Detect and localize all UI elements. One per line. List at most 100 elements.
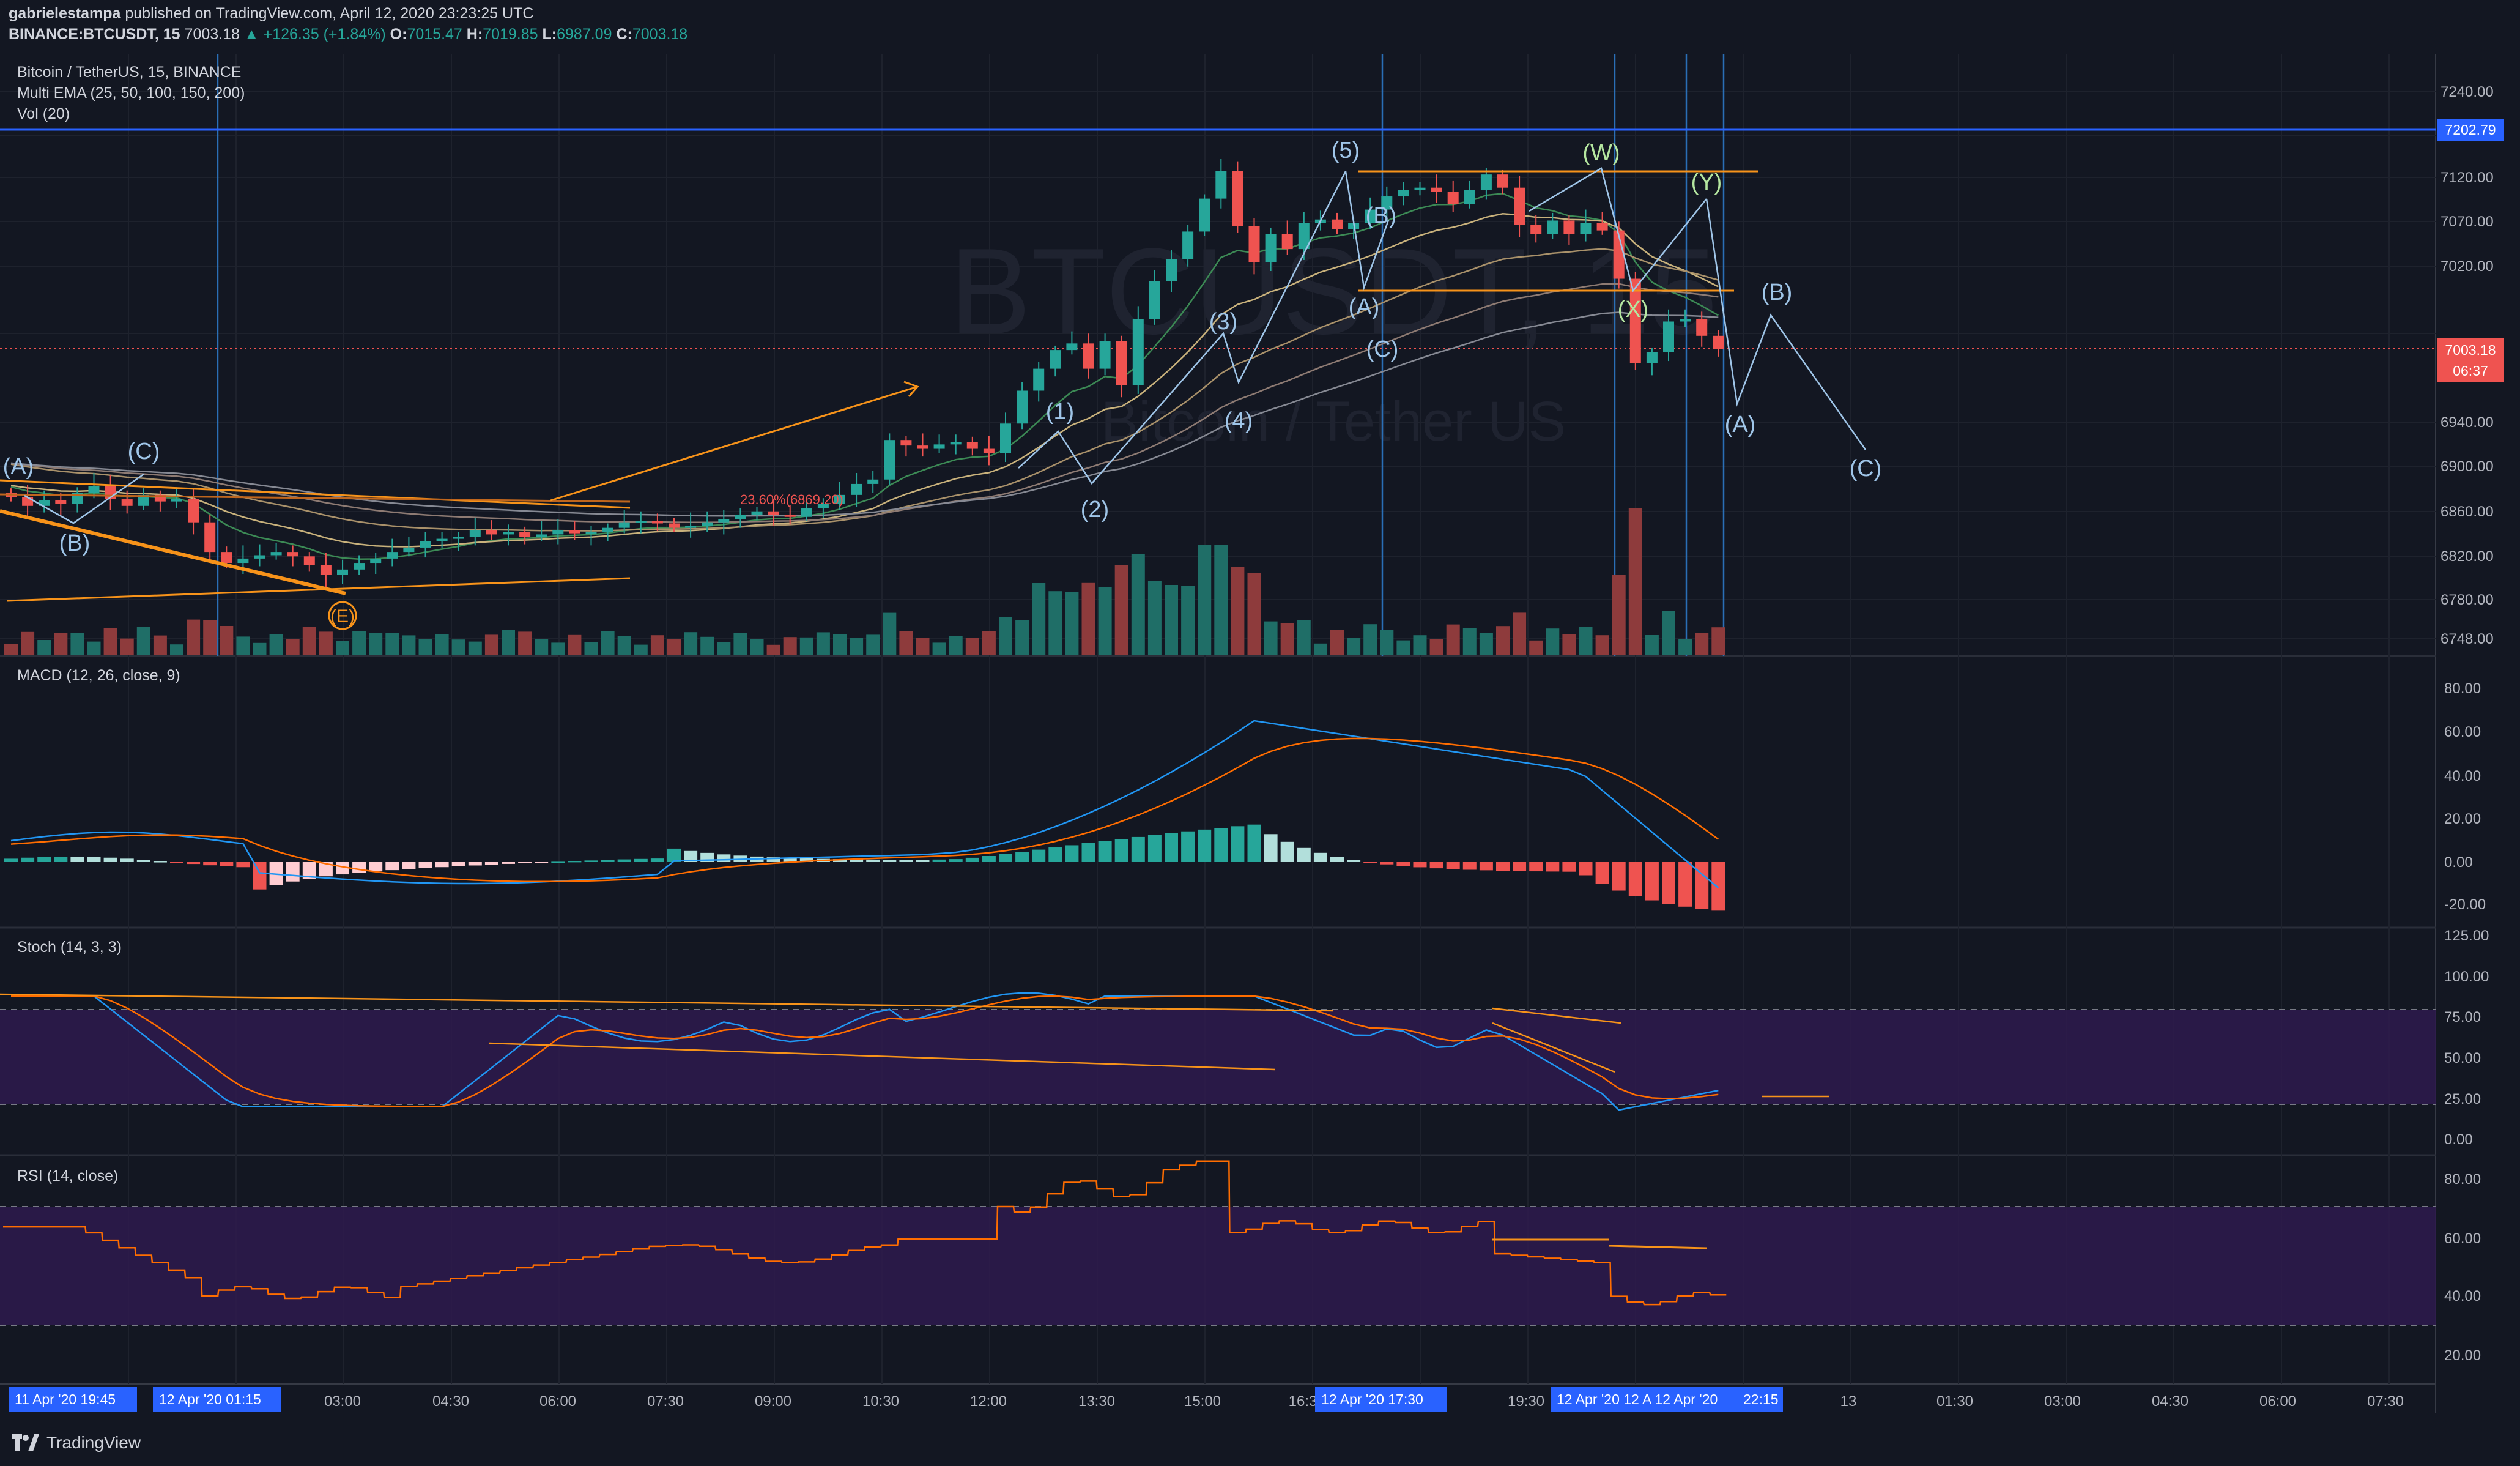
drawings[interactable] <box>0 170 1758 602</box>
macd-hist-bar <box>153 861 167 863</box>
trendline-mid[interactable] <box>0 493 631 503</box>
wave-label: (W) <box>1582 140 1620 166</box>
macd-hist-bar <box>1462 862 1477 870</box>
candle-body <box>320 565 332 575</box>
candle-body <box>171 499 182 502</box>
legend-stoch[interactable]: Stoch (14, 3, 3) <box>17 939 122 956</box>
symbol-label[interactable]: BINANCE:BTCUSDT, 15 <box>9 26 180 43</box>
trendline-lower[interactable] <box>7 577 631 602</box>
macd-hist-bar <box>170 862 183 863</box>
stoch-trend-3[interactable] <box>1492 1022 1615 1073</box>
macd-hist-bar <box>1214 828 1228 862</box>
wave-e-circle <box>328 601 357 630</box>
last-price-tag <box>2437 338 2504 382</box>
tradingview-logo[interactable]: TradingView <box>12 1432 141 1454</box>
candle-body <box>900 440 912 446</box>
macd-hist-bar <box>1165 833 1178 862</box>
wave-abc-mid[interactable] <box>1344 171 1390 291</box>
candle-body <box>503 532 514 535</box>
macd-hist-bar <box>1147 835 1162 862</box>
stoch-band <box>0 1010 2436 1104</box>
countdown-label: 06:37 <box>2453 363 2488 379</box>
author-name[interactable]: gabrielestampa <box>9 5 121 22</box>
volume-bar <box>717 642 731 655</box>
candle-body <box>1680 319 1691 322</box>
candle-body <box>1464 190 1475 204</box>
legend-rsi[interactable]: RSI (14, close) <box>17 1167 118 1185</box>
axis-tick-label: 6860.00 <box>2440 504 2494 520</box>
volume-bar <box>385 633 399 655</box>
macd-hist-bar <box>833 859 847 862</box>
wave-abc-left[interactable] <box>24 473 144 524</box>
chart-canvas[interactable]: BTCUSDT, 15 Bitcoin / Tether US 23.60%(6… <box>0 0 2520 1413</box>
fib-label[interactable]: 23.60%(6869.20) <box>740 492 843 507</box>
macd-hist-bar <box>634 858 648 862</box>
stoch-axis[interactable]: 125.00 100.00 75.00 50.00 25.00 0.00 <box>2444 928 2489 1148</box>
volume-bar <box>1198 545 1212 655</box>
volume-bar <box>1496 626 1510 655</box>
stoch-drawings[interactable] <box>0 993 1829 1098</box>
time-tag-start <box>9 1387 137 1412</box>
wave-lines[interactable] <box>24 167 1867 524</box>
volume-bar <box>37 640 51 655</box>
trendline-thick[interactable] <box>0 509 346 595</box>
macd-axis[interactable]: 80.00 60.00 40.00 20.00 0.00 -20.00 <box>2444 680 2486 913</box>
legend-title[interactable]: Bitcoin / TetherUS, 15, BINANCE <box>17 64 241 81</box>
macd-hist-bar <box>1562 862 1576 872</box>
stoch-trend-2[interactable] <box>489 1042 1276 1071</box>
candle-body <box>1248 226 1260 262</box>
axis-tick-label: -20.00 <box>2444 896 2486 913</box>
watermark-name: Bitcoin / Tether US <box>1101 390 1566 453</box>
candle-body <box>1066 343 1078 351</box>
time-tick-label: 06:00 <box>539 1393 576 1410</box>
footer: TradingView <box>0 1413 2520 1466</box>
macd-hist-bar <box>286 862 300 882</box>
pane-legends: Bitcoin / TetherUS, 15, BINANCE Multi EM… <box>17 64 245 1185</box>
time-tick-label: 12:00 <box>970 1393 1007 1410</box>
macd-hist-bar <box>1081 843 1095 862</box>
legend-vol[interactable]: Vol (20) <box>17 105 70 122</box>
volume-bar <box>866 634 880 655</box>
arrow-line[interactable] <box>550 385 918 502</box>
time-tick-label: 04:30 <box>2152 1393 2188 1410</box>
candle-body <box>1431 187 1442 192</box>
volume-bar <box>982 631 996 655</box>
volume-bar <box>883 612 897 655</box>
volume-bar <box>418 639 432 655</box>
volume-bar <box>187 619 201 655</box>
time-highlights[interactable]: 11 Apr '20 19:45 12 Apr '20 01:15 12 Apr… <box>9 1387 1783 1412</box>
volume-bar <box>1015 620 1029 655</box>
wave-wxy[interactable] <box>1529 167 1707 292</box>
legend-ema[interactable]: Multi EMA (25, 50, 100, 150, 200) <box>17 84 245 102</box>
macd-hist-bar <box>1513 862 1527 871</box>
stoch-trend-4[interactable] <box>1492 1007 1621 1024</box>
legend-macd[interactable]: MACD (12, 26, close, 9) <box>17 667 180 684</box>
axis-tick-label: 60.00 <box>2444 724 2481 740</box>
candle-body <box>1663 321 1674 352</box>
wave-12345[interactable] <box>1018 171 1347 485</box>
axis-tick-label: 60.00 <box>2444 1230 2481 1247</box>
macd-hist-bar <box>1678 862 1692 907</box>
macd-series <box>4 720 1725 911</box>
candle-body <box>387 552 398 559</box>
time-axis[interactable]: 03:00 04:30 06:00 07:30 09:00 10:30 12:00 13:30… <box>324 1393 2404 1410</box>
candle-body <box>933 444 945 449</box>
vertical-markers[interactable] <box>217 54 1725 656</box>
volume-bar <box>1247 573 1261 655</box>
volume-bar <box>1513 612 1527 655</box>
macd-hist-bar <box>120 858 134 862</box>
candle-body <box>39 500 50 506</box>
wave-label: (C) <box>1366 337 1399 362</box>
volume-bar <box>518 631 532 655</box>
rsi-axis[interactable]: 80.00 60.00 40.00 20.00 <box>2444 1171 2481 1364</box>
time-tag-2215 <box>1739 1387 1783 1412</box>
trendline-upper[interactable] <box>0 479 631 509</box>
publish-text: published on TradingView.com, April 12, … <box>125 5 534 22</box>
price-axis[interactable]: 7240.007160.007120.007070.007020.006940.… <box>2440 84 2494 647</box>
stoch-trend-1[interactable] <box>0 993 1334 1012</box>
wave-abc-right[interactable] <box>1705 198 1867 450</box>
volume-bar <box>1214 545 1228 655</box>
rsi-trend-2[interactable] <box>1608 1245 1707 1249</box>
time-tag-1730-label: 12 Apr '20 17:30 <box>1321 1391 1423 1407</box>
arrow-head <box>903 381 919 397</box>
